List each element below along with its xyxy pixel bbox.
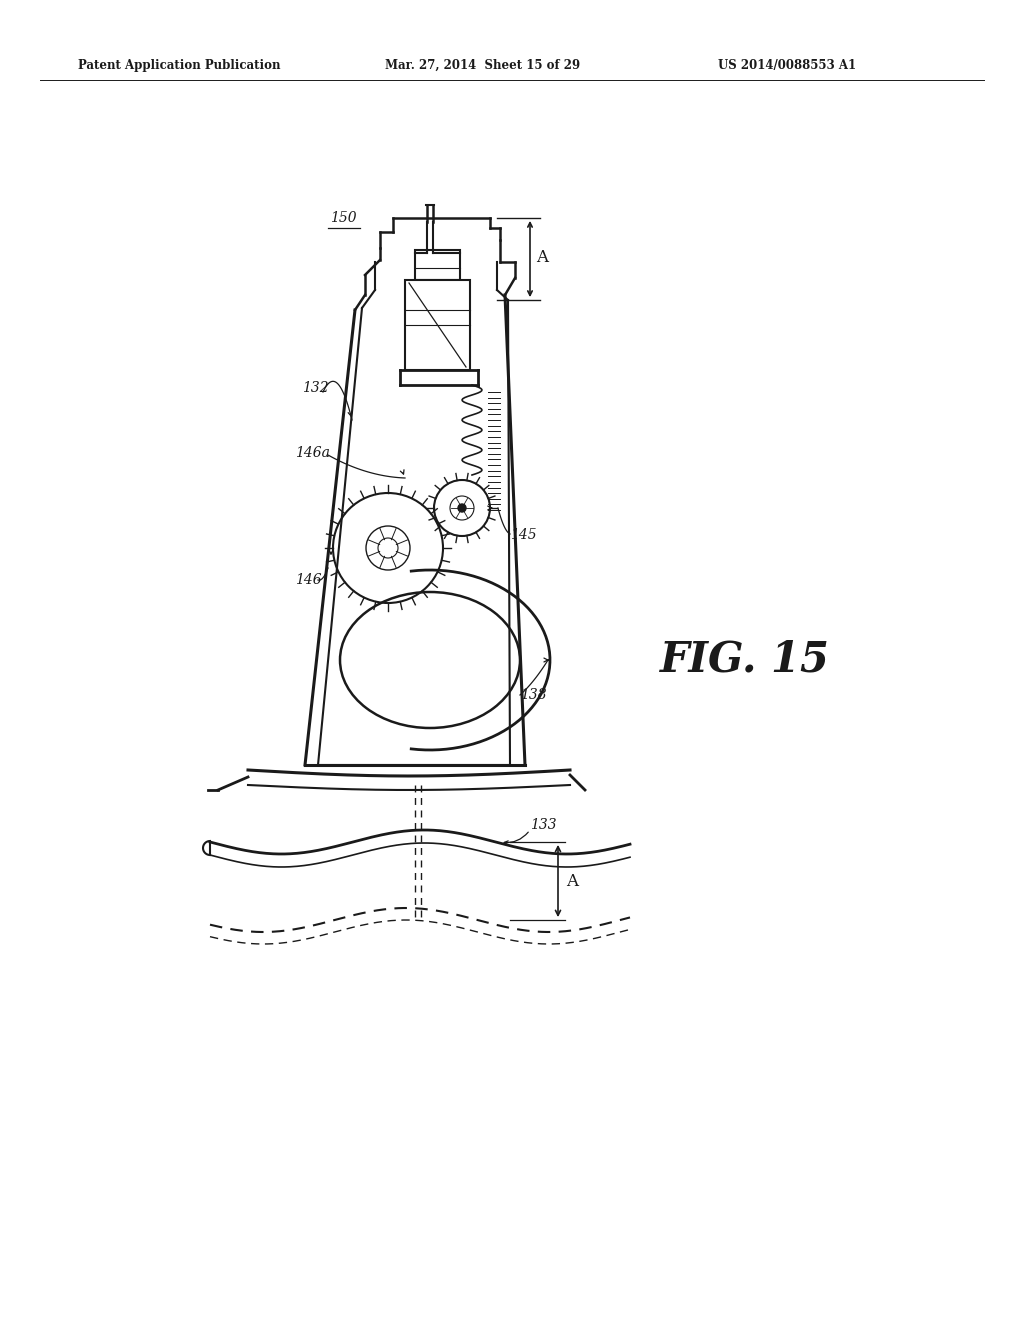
Text: FIG. 15: FIG. 15 <box>660 639 830 681</box>
Text: 133: 133 <box>530 818 557 832</box>
Text: A: A <box>566 873 578 890</box>
Text: 146a: 146a <box>295 446 330 459</box>
Text: 150: 150 <box>330 211 356 224</box>
Text: Mar. 27, 2014  Sheet 15 of 29: Mar. 27, 2014 Sheet 15 of 29 <box>385 58 581 71</box>
Text: US 2014/0088553 A1: US 2014/0088553 A1 <box>718 58 856 71</box>
Text: 132: 132 <box>302 381 329 395</box>
Text: 145: 145 <box>510 528 537 543</box>
Circle shape <box>458 504 466 512</box>
Text: 146: 146 <box>295 573 322 587</box>
Text: Patent Application Publication: Patent Application Publication <box>78 58 281 71</box>
Text: A: A <box>536 249 548 267</box>
Bar <box>406 280 470 370</box>
Text: 138: 138 <box>520 688 547 702</box>
Bar <box>415 249 460 280</box>
